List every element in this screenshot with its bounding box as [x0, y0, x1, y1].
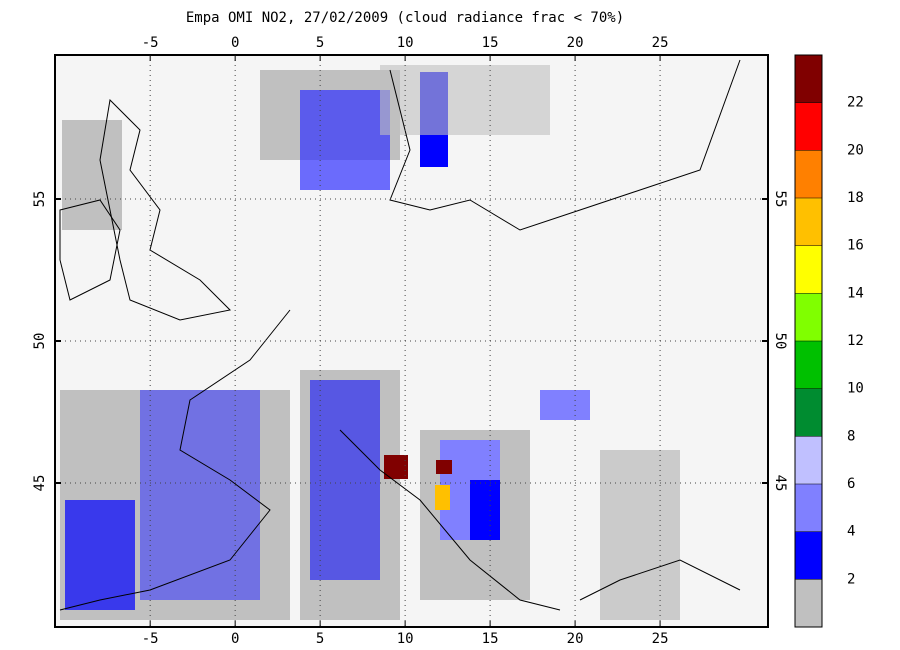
colorbar-tick-label: 8 [847, 428, 855, 444]
lon-tick-label-bottom: 5 [316, 631, 324, 647]
colorbar-segment [795, 436, 822, 484]
lon-tick-label-top: 25 [652, 35, 669, 51]
colorbar-segment [795, 102, 822, 151]
lat-tick-label-right: 55 [772, 191, 788, 208]
colorbar-segment [795, 579, 822, 627]
colorbar-segment [795, 341, 822, 389]
patch [436, 460, 452, 474]
colorbar-tick-label: 14 [847, 285, 864, 301]
colorbar-segment [795, 55, 822, 103]
colorbar-segment [795, 293, 822, 341]
lon-tick-label-bottom: -5 [142, 631, 159, 647]
no2-patches [60, 65, 680, 620]
colorbar-segment [795, 198, 822, 246]
colorbar-tick-label: 2 [847, 571, 855, 587]
colorbar-segment [795, 531, 822, 580]
lat-tick-label-left: 45 [32, 475, 48, 492]
patch [540, 390, 590, 420]
lon-tick-label-bottom: 15 [482, 631, 499, 647]
colorbar-tick-label: 12 [847, 333, 864, 349]
patch [140, 390, 260, 600]
colorbar-tick-label: 10 [847, 381, 864, 397]
patch [435, 485, 450, 510]
lon-tick-label-bottom: 25 [652, 631, 669, 647]
patch [310, 380, 380, 580]
colorbar-tick-label: 22 [847, 95, 864, 111]
patch [65, 500, 135, 610]
colorbar-tick-label: 18 [847, 190, 864, 206]
coastlines [59, 59, 741, 611]
lon-tick-label-top: -5 [142, 35, 159, 51]
colorbar-tick-label: 4 [847, 524, 855, 540]
lon-tick-label-top: 20 [567, 35, 584, 51]
colorbar-tick-label: 16 [847, 238, 864, 254]
lat-tick-label-right: 45 [772, 475, 788, 492]
lat-tick-label-left: 55 [32, 191, 48, 208]
patch [62, 120, 122, 230]
colorbar-tick-label: 20 [847, 142, 864, 158]
lat-tick-label-left: 50 [32, 333, 48, 350]
patch [470, 480, 500, 540]
lon-tick-label-top: 5 [316, 35, 324, 51]
lon-tick-label-top: 10 [397, 35, 414, 51]
patch [380, 65, 550, 135]
patch [384, 455, 408, 479]
lon-tick-label-top: 15 [482, 35, 499, 51]
lat-tick-label-right: 50 [772, 333, 788, 350]
map-title: Empa OMI NO2, 27/02/2009 (cloud radiance… [186, 10, 624, 26]
lon-tick-label-top: 0 [231, 35, 239, 51]
colorbar-segment [795, 388, 822, 437]
colorbar-tick-label: 6 [847, 476, 855, 492]
patch [600, 450, 680, 620]
colorbar-segment [795, 150, 822, 198]
lon-tick-label-bottom: 0 [231, 631, 239, 647]
colorbar-segment [795, 245, 822, 294]
patch [300, 90, 390, 190]
colorbar-segment [795, 484, 822, 532]
lon-tick-label-bottom: 10 [397, 631, 414, 647]
lon-tick-label-bottom: 20 [567, 631, 584, 647]
